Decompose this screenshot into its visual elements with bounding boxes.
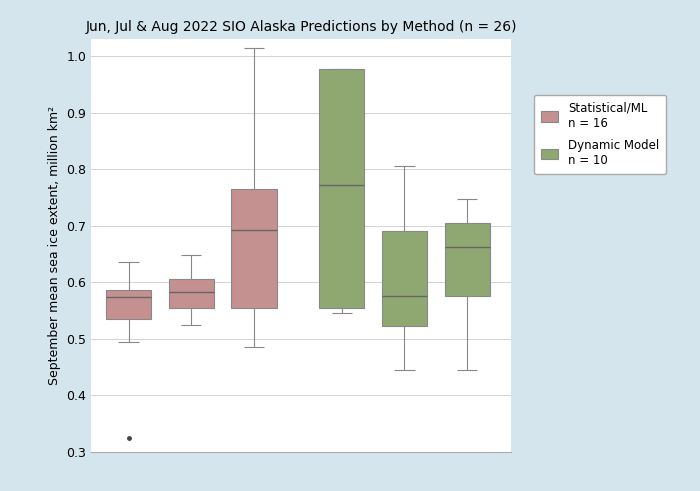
Bar [382, 231, 427, 327]
Y-axis label: September mean sea ice extent, million km²: September mean sea ice extent, million k… [48, 106, 61, 385]
Bar [106, 290, 151, 319]
Legend: Statistical/ML
n = 16, Dynamic Model
n = 10: Statistical/ML n = 16, Dynamic Model n =… [533, 95, 666, 174]
Bar [444, 223, 490, 297]
Title: Jun, Jul & Aug 2022 SIO Alaska Predictions by Method (n = 26): Jun, Jul & Aug 2022 SIO Alaska Predictio… [85, 20, 517, 34]
Bar [232, 189, 276, 308]
Bar [319, 69, 364, 308]
Bar [169, 279, 214, 308]
